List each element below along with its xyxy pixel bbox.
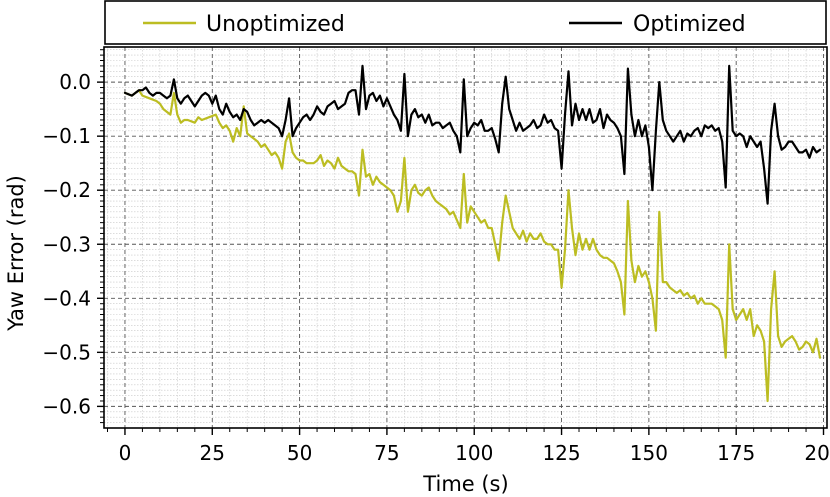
legend-label-optimized: Optimized: [633, 12, 746, 37]
x-axis-label: Time (s): [422, 472, 508, 496]
minor-grid: [104, 47, 827, 428]
y-tick-label: −0.6: [42, 394, 91, 418]
x-tick-label: 0: [119, 441, 132, 465]
tick-marks: [97, 49, 825, 435]
y-tick-label: −0.2: [42, 178, 91, 202]
x-tick-label: 100: [455, 441, 493, 465]
x-tick-label: 75: [374, 441, 399, 465]
plot-area-frame: [103, 46, 828, 429]
series-line-optimized: [123, 64, 822, 205]
legend-label-unoptimized: Unoptimized: [206, 12, 345, 37]
legend: Unoptimized Optimized: [104, 0, 827, 45]
x-tick-label: 50: [287, 441, 312, 465]
series-layer: [123, 64, 822, 403]
x-tick-label: 25: [200, 441, 225, 465]
x-tick-label: 150: [630, 441, 668, 465]
major-grid: [104, 47, 827, 428]
y-tick-label: −0.3: [42, 232, 91, 256]
x-tick-labels: 0 25 50 75 100 125 150 175 200: [119, 441, 830, 465]
y-tick-label: 0.0: [59, 70, 91, 94]
y-axis-label: Yaw Error (rad): [4, 175, 28, 332]
y-tick-labels: 0.0 −0.1 −0.2 −0.3 −0.4 −0.5 −0.6: [42, 70, 91, 418]
y-tick-label: −0.5: [42, 340, 91, 364]
x-tick-label: 200: [804, 441, 830, 465]
x-tick-label: 125: [542, 441, 580, 465]
y-tick-label: −0.1: [42, 124, 91, 148]
legend-frame: [104, 0, 827, 45]
y-tick-label: −0.4: [42, 286, 91, 310]
series-line-unoptimized: [123, 89, 822, 403]
x-tick-label: 175: [717, 441, 755, 465]
